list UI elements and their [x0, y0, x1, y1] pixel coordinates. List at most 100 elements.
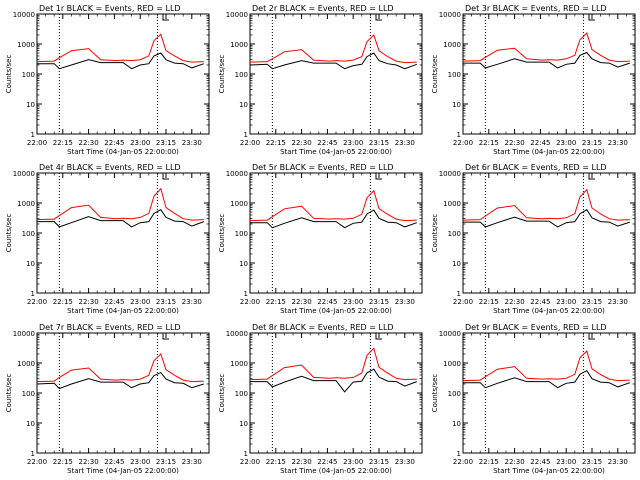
y-tick-label: 10000: [226, 11, 248, 19]
chart-panel: Det 2r BLACK = Events, RED = LLD 1 10 100 10…: [218, 4, 423, 156]
x-tick-label: 22:45: [104, 139, 124, 147]
x-tick-label: 23:30: [608, 139, 628, 147]
x-axis-label: Start Time (04-Jan-05 22:00:00): [493, 467, 605, 475]
panel-title: Det 3r BLACK = Events, RED = LLD: [465, 4, 607, 13]
x-tick-label: 23:30: [395, 139, 415, 147]
chart-panel: Det 6r BLACK = Events, RED = LLD 1 10 100 10…: [431, 163, 636, 315]
y-tick-label: 10000: [226, 330, 248, 338]
x-tick-label: 23:15: [156, 139, 176, 147]
y-tick-label: 1000: [17, 360, 35, 368]
plot-frame: [249, 332, 423, 454]
x-tick-label: 23:30: [608, 458, 628, 466]
y-tick-label: 100: [448, 71, 461, 79]
x-tick-label: 22:30: [79, 458, 99, 466]
y-tick-label: 1000: [230, 200, 248, 208]
panel-title: Det 5r BLACK = Events, RED = LLD: [252, 163, 394, 172]
y-axis-label: Counts/sec: [218, 374, 226, 413]
y-tick-label: 1000: [230, 360, 248, 368]
y-tick-label: 10000: [13, 330, 35, 338]
y-tick-label: 10: [26, 260, 35, 268]
panel-title: Det 4r BLACK = Events, RED = LLD: [39, 163, 181, 172]
bracket-marker: [162, 333, 169, 340]
x-tick-label: 23:15: [582, 458, 602, 466]
events-series-line: [463, 209, 630, 228]
x-tick-label: 22:30: [79, 298, 99, 306]
x-tick-label: 23:30: [608, 298, 628, 306]
x-tick-label: 23:15: [582, 139, 602, 147]
y-axis-label: Counts/sec: [5, 55, 13, 94]
events-series-line: [36, 371, 204, 390]
panel-title: Det 7r BLACK = Events, RED = LLD: [39, 323, 181, 332]
x-tick-label: 22:15: [53, 458, 73, 466]
x-tick-label: 23:15: [369, 139, 389, 147]
y-axis-label: Counts/sec: [431, 55, 439, 94]
x-tick-label: 22:00: [240, 458, 260, 466]
y-tick-label: 10: [239, 420, 248, 428]
x-tick-label: 23:15: [156, 458, 176, 466]
x-tick-label: 23:30: [182, 458, 202, 466]
lld-series-line: [36, 187, 204, 221]
lld-series-line: [462, 32, 630, 63]
y-axis-label: Counts/sec: [218, 55, 226, 94]
plot-frame: [36, 13, 210, 135]
x-tick-label: 22:00: [27, 298, 47, 306]
y-tick-label: 10: [452, 101, 461, 109]
x-tick-label: 22:00: [240, 298, 260, 306]
bracket-marker: [375, 333, 382, 340]
y-tick-label: 10: [239, 260, 248, 268]
x-axis-label: Start Time (04-Jan-05 22:00:00): [67, 307, 179, 315]
x-tick-label: 23:00: [343, 139, 363, 147]
y-tick-label: 10: [26, 420, 35, 428]
chart-panel: Det 9r BLACK = Events, RED = LLD 1 10 100 10…: [431, 323, 636, 475]
plot-frame: [249, 13, 423, 135]
x-axis-label: Start Time (04-Jan-05 22:00:00): [280, 467, 392, 475]
x-tick-label: 22:00: [27, 139, 47, 147]
chart-panel: Det 1r BLACK = Events, RED = LLD 1 10 100 10…: [5, 4, 210, 156]
panel-title: Det 1r BLACK = Events, RED = LLD: [39, 4, 181, 13]
y-tick-label: 100: [22, 230, 35, 238]
bracket-marker: [588, 173, 595, 180]
x-tick-label: 22:15: [266, 458, 286, 466]
x-tick-label: 22:30: [505, 458, 525, 466]
y-tick-label: 1000: [443, 41, 461, 49]
y-tick-label: 1: [244, 450, 248, 458]
x-tick-label: 22:00: [453, 298, 473, 306]
y-tick-label: 10000: [439, 170, 461, 178]
events-series-line: [37, 52, 204, 70]
chart-panel: Det 5r BLACK = Events, RED = LLD 1 10 100 10…: [218, 163, 423, 315]
x-tick-label: 22:15: [479, 298, 499, 306]
y-tick-label: 1: [31, 450, 35, 458]
y-tick-label: 10000: [13, 170, 35, 178]
lld-series-line: [462, 188, 630, 221]
bracket-marker: [375, 14, 382, 21]
x-tick-label: 22:00: [27, 458, 47, 466]
y-tick-label: 10000: [439, 330, 461, 338]
x-tick-label: 22:45: [104, 458, 124, 466]
panel-title: Det 9r BLACK = Events, RED = LLD: [465, 323, 607, 332]
bracket-marker: [588, 14, 595, 21]
y-tick-label: 1000: [443, 360, 461, 368]
x-tick-label: 22:45: [530, 139, 550, 147]
x-tick-label: 22:45: [317, 298, 337, 306]
x-tick-label: 22:15: [266, 298, 286, 306]
x-tick-label: 23:30: [395, 458, 415, 466]
y-tick-label: 1: [457, 290, 461, 298]
y-axis-label: Counts/sec: [5, 374, 13, 413]
x-tick-label: 23:00: [130, 139, 150, 147]
x-tick-label: 22:30: [292, 298, 312, 306]
x-tick-label: 23:00: [130, 298, 150, 306]
x-tick-label: 23:15: [369, 458, 389, 466]
x-tick-label: 22:30: [505, 298, 525, 306]
plot-frame: [462, 332, 636, 454]
y-axis-label: Counts/sec: [218, 214, 226, 253]
x-axis-label: Start Time (04-Jan-05 22:00:00): [67, 467, 179, 475]
y-tick-label: 100: [235, 71, 248, 79]
x-tick-label: 22:45: [317, 139, 337, 147]
events-series-line: [250, 209, 417, 229]
x-tick-label: 23:30: [182, 298, 202, 306]
panel-title: Det 6r BLACK = Events, RED = LLD: [465, 163, 607, 172]
x-tick-label: 22:15: [479, 458, 499, 466]
y-tick-label: 10: [452, 420, 461, 428]
y-tick-label: 1: [457, 131, 461, 139]
